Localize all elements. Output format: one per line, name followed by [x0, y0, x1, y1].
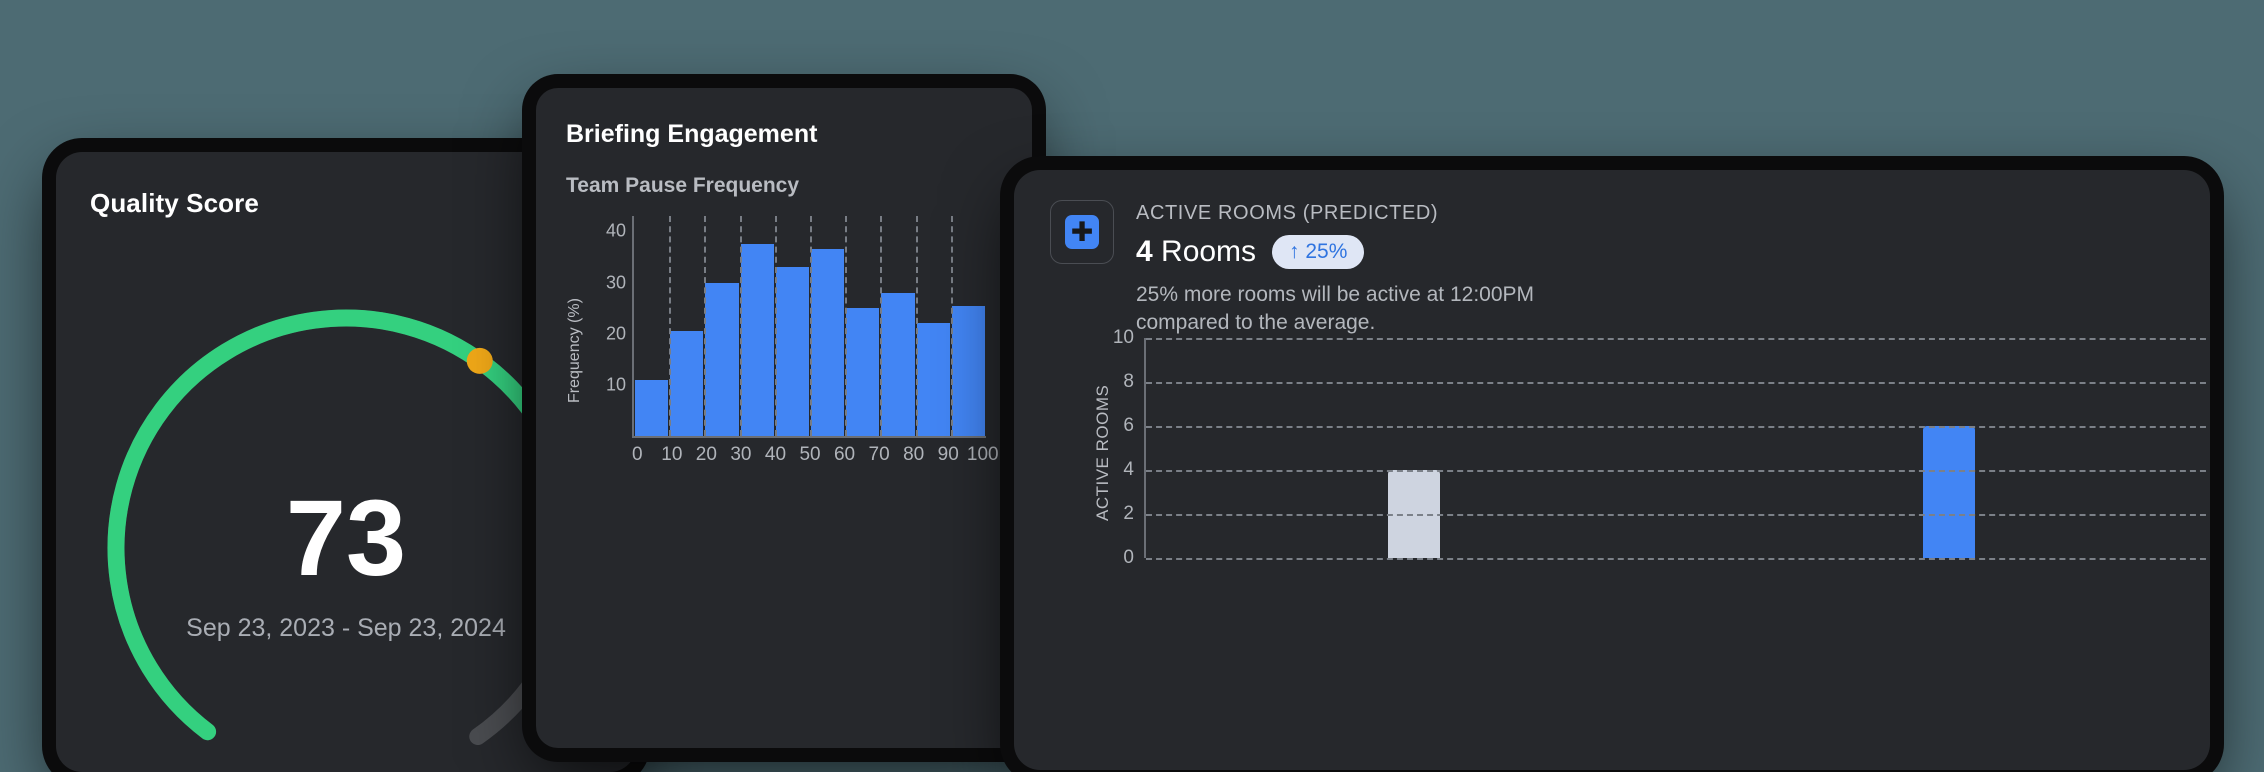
pause-chart-bar	[670, 331, 704, 436]
pause-chart-bar	[811, 249, 845, 436]
rooms-chart-gridline	[1146, 426, 2210, 428]
briefing-subtitle: Team Pause Frequency	[566, 174, 800, 197]
pause-chart-bar	[916, 323, 950, 436]
pause-chart-ytick: 40	[605, 220, 626, 241]
active-rooms-kpi: ✚ ACTIVE ROOMS (PREDICTED) 4 Rooms ↑ 25%…	[1050, 200, 1606, 338]
rooms-icon-frame: ✚	[1050, 200, 1114, 264]
rooms-chart-ytick: 2	[1123, 503, 1134, 524]
pause-chart-xtick: 60	[833, 444, 856, 465]
quality-score-title: Quality Score	[90, 188, 259, 218]
rooms-kpi-unit: Rooms	[1152, 235, 1257, 268]
pause-chart-xtick: 0	[631, 444, 643, 465]
pause-chart-gridline	[774, 216, 777, 436]
pause-chart-bar	[951, 305, 986, 436]
pause-chart-gridline	[880, 216, 883, 436]
rooms-kpi-text: ACTIVE ROOMS (PREDICTED) 4 Rooms ↑ 25% 2…	[1136, 200, 1606, 338]
rooms-chart-ytick: 0	[1123, 547, 1134, 568]
pause-chart-bar	[881, 292, 915, 436]
rooms-chart-ytick: 6	[1123, 415, 1134, 436]
rooms-chart-ytick: 10	[1112, 327, 1134, 348]
pause-chart-bars	[634, 216, 986, 436]
pause-chart-xtick: 20	[695, 444, 717, 465]
pause-chart-gridline	[704, 216, 707, 436]
rooms-chart-gridline	[1146, 558, 2210, 560]
rooms-trend-badge: ↑ 25%	[1272, 235, 1365, 269]
rooms-chart-plot	[1144, 338, 2210, 560]
pause-chart-bar	[740, 244, 774, 436]
pause-chart-xticks: 0 10 20 30 40 50 60 70 80 90 100	[620, 444, 1000, 466]
pause-chart-bar	[846, 308, 880, 436]
briefing-engagement-card: Briefing Engagement Team Pause Frequency…	[536, 88, 1032, 748]
rooms-chart-ytick: 8	[1123, 371, 1134, 392]
rooms-chart-gridline	[1146, 338, 2210, 340]
pause-chart-xtick: 30	[730, 444, 752, 465]
quality-score-value: 73	[285, 477, 407, 598]
pause-chart-plot	[632, 216, 986, 438]
rooms-chart-bar	[1922, 426, 1975, 558]
rooms-kpi-row: 4 Rooms ↑ 25%	[1136, 235, 1606, 269]
rooms-kpi-description: 25% more rooms will be active at 12:00PM…	[1136, 283, 1535, 335]
pause-chart-ytick: 30	[605, 272, 626, 292]
pause-chart-xtick: 50	[799, 444, 821, 465]
pause-chart-xtick: 40	[764, 444, 787, 465]
rooms-chart-bar-slot	[1681, 426, 2210, 558]
pause-chart-gridline	[950, 216, 953, 436]
pause-chart-xtick: 10	[661, 444, 683, 465]
pause-chart-yticks: 10 20 30 40	[582, 216, 626, 436]
rooms-chart-gridline	[1146, 514, 2210, 516]
pause-chart-bar	[635, 379, 669, 436]
pause-chart-xtick: 90	[937, 444, 959, 465]
rooms-chart-yticks: 0 2 4 6 8 10	[1090, 327, 1134, 568]
pause-chart-bar	[775, 267, 810, 436]
pause-chart-xtick: 80	[903, 444, 925, 465]
pause-chart-bar	[705, 282, 739, 436]
rooms-kpi-number: 4	[1136, 235, 1153, 268]
pause-chart-xtick: 70	[868, 444, 890, 465]
pause-chart-gridline	[669, 216, 672, 436]
rooms-chart-gridline	[1146, 382, 2210, 384]
plus-icon: ✚	[1065, 215, 1099, 249]
pause-chart-gridline	[845, 216, 848, 436]
rooms-kpi-value: 4 Rooms	[1136, 235, 1256, 269]
pause-chart-xtick: 100	[966, 444, 999, 465]
pause-chart-gridline	[739, 216, 742, 436]
active-rooms-card: ✚ ACTIVE ROOMS (PREDICTED) 4 Rooms ↑ 25%…	[1014, 170, 2210, 770]
pause-chart-gridline	[810, 216, 812, 436]
pause-frequency-chart: Frequency (%) 10 20 30 40 0 10 20 30 40 50 60 70 80…	[560, 216, 1010, 616]
rooms-chart-ytick: 4	[1123, 459, 1134, 480]
quality-score-date-range: Sep 23, 2023 - Sep 23, 2024	[186, 614, 506, 642]
rooms-chart-bars	[1146, 338, 2210, 558]
pause-chart-ytick: 20	[605, 323, 626, 344]
pause-chart-ytick: 10	[605, 374, 626, 395]
briefing-title: Briefing Engagement	[566, 120, 818, 148]
rooms-kpi-label: ACTIVE ROOMS (PREDICTED)	[1136, 202, 1439, 224]
active-rooms-chart: ACTIVE ROOMS 0 2 4 6 8 10	[1044, 327, 2210, 738]
rooms-chart-gridline	[1146, 470, 2210, 472]
pause-chart-gridline	[915, 216, 918, 436]
dashboard-stage: Quality Score 73 Sep 23, 2023 - Sep 23, …	[56, 88, 2210, 772]
